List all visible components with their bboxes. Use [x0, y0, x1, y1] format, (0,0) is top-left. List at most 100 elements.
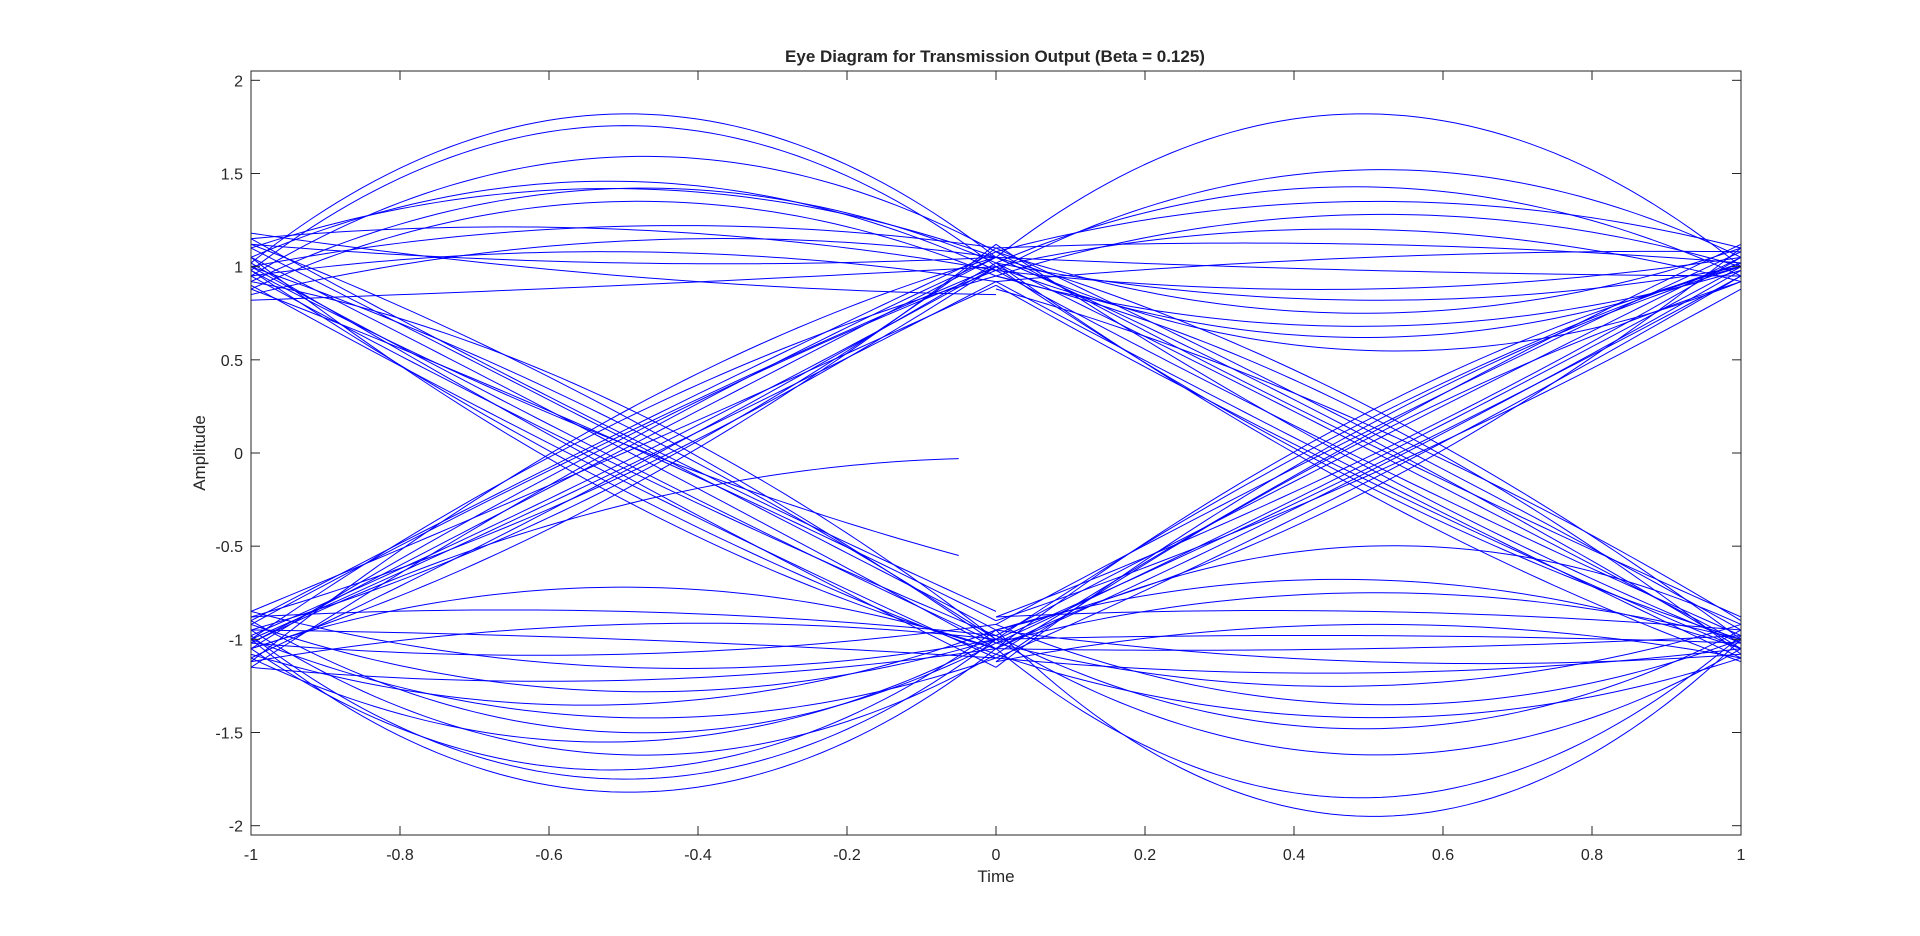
- x-axis-ticks: -1 -0.8 -0.6 -0.4 -0.2 0 0.2 0.4 0.6 0.8 1: [244, 71, 1746, 864]
- x-tick-label: -0.2: [833, 847, 861, 864]
- eye-trace-67: [995, 250, 1742, 283]
- eye-trace-29: [250, 256, 997, 644]
- eye-trace-14: [250, 232, 997, 296]
- eye-trace-3: [250, 155, 997, 277]
- eye-trace-61: [995, 169, 1742, 271]
- series-layer: [250, 113, 1742, 817]
- y-tick-label: -1.5: [215, 726, 243, 743]
- eye-trace-48: [250, 638, 997, 743]
- eye-trace-54: [250, 610, 997, 669]
- eye-trace-19: [250, 247, 997, 631]
- eye-trace-89: [995, 256, 1742, 637]
- eye-trace-15: [250, 266, 997, 644]
- eye-trace-106: [995, 653, 1742, 719]
- eye-trace-116: [995, 578, 1742, 650]
- eye-trace-44: [250, 638, 997, 793]
- y-tick-label: 0: [234, 446, 243, 463]
- eye-trace-97: [995, 266, 1742, 650]
- y-tick-label: 0.5: [221, 353, 243, 370]
- eye-trace-27: [250, 269, 959, 556]
- y-tick-label: 1.5: [221, 166, 243, 183]
- eye-trace-7: [250, 200, 997, 290]
- eye-trace-59: [250, 586, 997, 650]
- x-tick-label: -0.4: [684, 847, 712, 864]
- eye-trace-56: [250, 629, 997, 659]
- eye-trace-55: [250, 623, 997, 656]
- eye-trace-101: [995, 266, 1742, 668]
- eye-trace-12: [250, 243, 997, 265]
- eye-trace-70: [995, 262, 1742, 301]
- eye-trace-53: [250, 648, 997, 682]
- eye-trace-58: [250, 609, 997, 637]
- eye-trace-115: [995, 592, 1742, 644]
- eye-trace-36: [250, 256, 997, 663]
- x-tick-label: -1: [244, 847, 258, 864]
- eye-trace-40: [250, 281, 997, 640]
- eye-trace-71: [995, 247, 1742, 314]
- eye-trace-113: [995, 623, 1742, 663]
- eye-trace-28: [250, 256, 997, 650]
- eye-trace-100: [995, 275, 1742, 640]
- eye-trace-110: [995, 629, 1742, 665]
- y-tick-label: -2: [229, 819, 243, 836]
- chart-title: Eye Diagram for Transmission Output (Bet…: [785, 47, 1205, 66]
- eye-trace-87: [995, 256, 1742, 640]
- axes-layer: [250, 70, 1742, 836]
- eye-trace-8: [250, 225, 997, 268]
- y-tick-label: 2: [234, 73, 243, 90]
- y-tick-label: 1: [234, 260, 243, 277]
- x-tick-label: -0.6: [535, 847, 563, 864]
- eye-trace-22: [250, 243, 997, 644]
- eye-trace-63: [995, 200, 1742, 253]
- eye-trace-45: [250, 635, 997, 780]
- eye-trace-68: [995, 256, 1742, 277]
- eye-trace-41: [250, 256, 997, 668]
- eye-trace-51: [250, 629, 997, 706]
- eye-trace-35: [250, 247, 997, 631]
- eye-trace-112: [995, 634, 1742, 644]
- eye-trace-74: [995, 256, 1742, 352]
- eye-trace-96: [995, 256, 1742, 618]
- eye-trace-46: [250, 629, 997, 771]
- eye-trace-104: [995, 638, 1742, 756]
- eye-trace-102: [995, 629, 1742, 817]
- eye-trace-10: [250, 238, 997, 296]
- eye-trace-60: [995, 113, 1742, 268]
- eye-trace-26: [250, 281, 997, 640]
- y-axis-ticks: 2 1.5 1 0.5 0 -0.5 -1 -1.5 -2: [215, 73, 1741, 836]
- eye-trace-33: [250, 262, 997, 659]
- eye-trace-66: [995, 242, 1742, 264]
- eye-trace-6: [250, 188, 997, 258]
- eye-trace-9: [250, 226, 997, 271]
- eye-trace-80: [995, 266, 1742, 640]
- x-tick-label: 0.4: [1283, 847, 1305, 864]
- eye-trace-81: [995, 275, 1742, 655]
- eye-trace-52: [250, 623, 997, 693]
- eye-trace-103: [995, 635, 1742, 799]
- eye-trace-11: [250, 251, 997, 283]
- eye-trace-39: [250, 266, 997, 625]
- x-tick-label: 0.2: [1134, 847, 1156, 864]
- eye-trace-32: [250, 251, 997, 622]
- eye-trace-57: [250, 622, 997, 663]
- eye-trace-2: [250, 125, 997, 271]
- eye-trace-92: [995, 275, 1742, 659]
- eye-trace-117: [995, 545, 1742, 650]
- eye-trace-1: [250, 113, 997, 264]
- eye-trace-62: [995, 186, 1742, 277]
- y-axis-label: Amplitude: [190, 415, 209, 491]
- x-tick-label: 0: [992, 847, 1001, 864]
- eye-trace-105: [995, 629, 1742, 730]
- eye-trace-42: [250, 266, 997, 618]
- eye-trace-111: [995, 635, 1742, 651]
- plot-area-frame: [250, 70, 1742, 836]
- eye-trace-38: [250, 243, 997, 650]
- eye-trace-95: [995, 281, 1742, 663]
- eye-trace-107: [995, 623, 1742, 706]
- eye-trace-50: [250, 638, 997, 719]
- eye-trace-30: [250, 266, 997, 637]
- x-tick-label: 0.8: [1581, 847, 1603, 864]
- eye-trace-37: [250, 284, 997, 612]
